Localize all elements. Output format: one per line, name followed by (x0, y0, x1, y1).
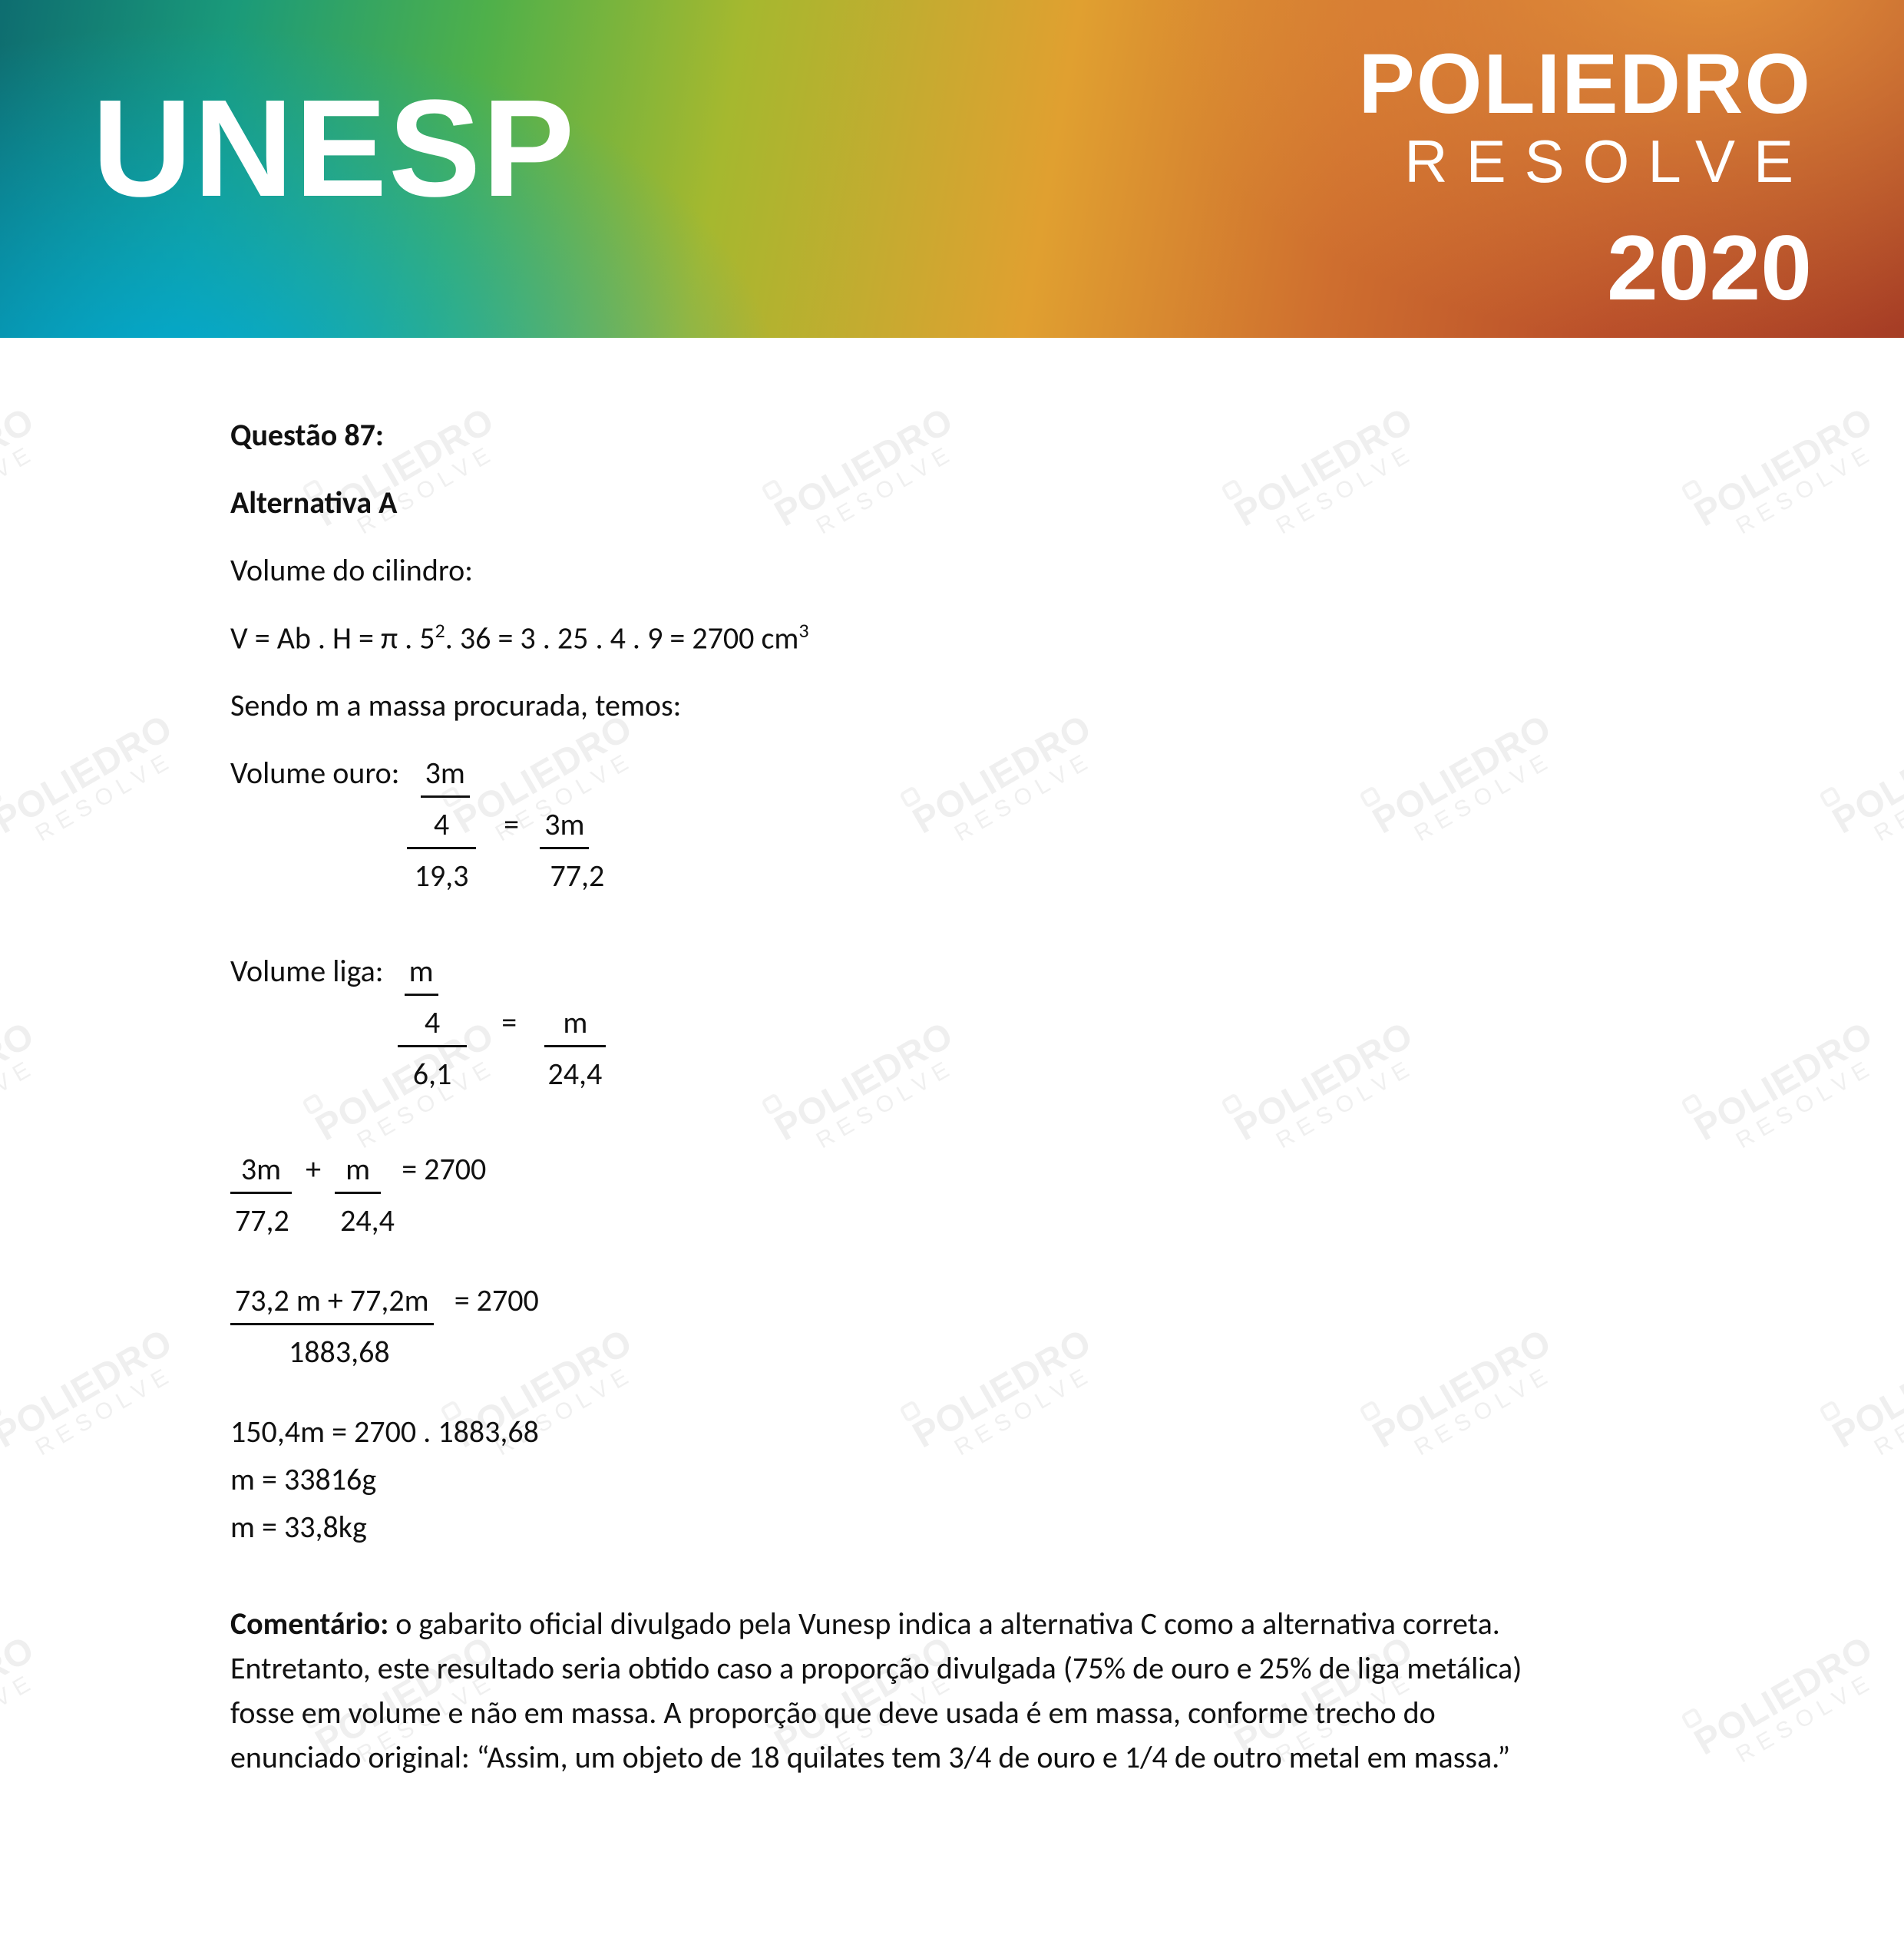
brand-year: 2020 (1359, 222, 1813, 314)
answer-alternative: Alternativa A (230, 482, 1535, 524)
frac-num: 3m (540, 804, 589, 849)
volume-ouro-block: Volume ouro: 3m 4 = 3m 19,3 77,2 (230, 752, 1535, 897)
equals-sign: = (504, 805, 519, 843)
frac-num: m (544, 1002, 606, 1047)
comment-paragraph: Comentário: o gabarito oficial divulgado… (230, 1602, 1535, 1780)
frac-den: 6,1 (398, 1053, 467, 1095)
solution-content: Questão 87: Alternativa A Volume do cili… (230, 415, 1535, 1806)
equals-rhs: = 2700 (402, 1150, 486, 1188)
brand-line2: RESOLVE (1359, 131, 1813, 191)
formula-text: V = Ab . H = π . 5 (230, 619, 435, 656)
final-line: 150,4m = 2700 . 1883,68 (230, 1411, 1535, 1453)
label-volume-cilindro: Volume do cilindro: (230, 550, 1535, 591)
frac-num: 3m (230, 1149, 292, 1194)
frac-num: m (335, 1149, 381, 1194)
frac-den: 1883,68 (284, 1331, 395, 1373)
frac-den: 4 (407, 804, 476, 849)
frac-num: 3m (421, 752, 470, 798)
final-line: m = 33,8kg (230, 1506, 1535, 1548)
frac-den: 77,2 (545, 855, 609, 897)
equals-rhs: = 2700 (455, 1282, 539, 1319)
question-number: Questão 87: (230, 415, 1535, 456)
frac-num: 73,2 m + 77,2m (230, 1280, 434, 1325)
label-volume-liga: Volume liga: (230, 952, 384, 990)
plus-sign: + (306, 1150, 321, 1188)
frac-num: m (405, 951, 438, 996)
formula-sup: 2 (435, 618, 445, 643)
exam-title: UNESP (92, 69, 576, 228)
frac-den: 4 (398, 1002, 467, 1047)
header-banner: UNESP POLIEDRO RESOLVE 2020 (0, 0, 1904, 338)
volume-liga-block: Volume liga: m 4 = m 6,1 24,4 (230, 951, 1535, 1095)
comment-label: Comentário: (230, 1605, 388, 1642)
sum-equation-1: 3m + m = 2700 77,2 24,4 (230, 1149, 1535, 1242)
sum-equation-2: 73,2 m + 77,2m = 2700 1883,68 (230, 1280, 1535, 1373)
formula-sup: 3 (798, 618, 808, 643)
final-line: m = 33816g (230, 1459, 1535, 1500)
formula-volume: V = Ab . H = π . 52. 36 = 3 . 25 . 4 . 9… (230, 617, 1535, 659)
frac-den: 24,4 (336, 1200, 399, 1242)
frac-den: 77,2 (230, 1200, 294, 1242)
formula-text: . 36 = 3 . 25 . 4 . 9 = 2700 cm (445, 619, 799, 656)
comment-body: o gabarito oficial divulgado pela Vunesp… (230, 1605, 1522, 1776)
brand-line1: POLIEDRO (1359, 42, 1813, 127)
equals-sign: = (501, 1004, 517, 1041)
label-volume-ouro: Volume ouro: (230, 754, 399, 792)
frac-den: 24,4 (543, 1053, 607, 1095)
brand-block: POLIEDRO RESOLVE 2020 (1359, 42, 1813, 314)
final-result: 150,4m = 2700 . 1883,68 m = 33816g m = 3… (230, 1411, 1535, 1548)
frac-den: 19,3 (407, 855, 476, 897)
label-massa: Sendo m a massa procurada, temos: (230, 685, 1535, 726)
